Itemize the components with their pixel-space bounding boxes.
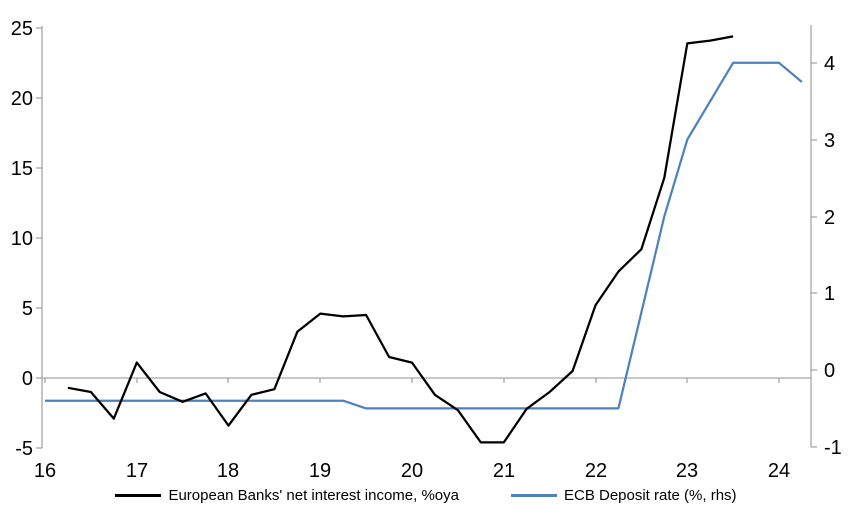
legend-label: ECB Deposit rate (%, rhs) (563, 487, 737, 504)
x-axis-tick-label: 19 (309, 460, 331, 482)
legend-label: European Banks' net interest income, %oy… (168, 487, 459, 504)
right-axis-tick-label: 3 (824, 130, 835, 152)
net-interest-income-line (67, 35, 734, 444)
right-axis-tick-label: 4 (824, 53, 835, 75)
right-axis-tick-label: -1 (824, 437, 842, 459)
x-axis-labels: 16 17 18 19 20 21 22 23 24 (34, 460, 790, 482)
right-axis-ticks (811, 62, 817, 448)
legend-item-net-interest-income: European Banks' net interest income, %oy… (115, 487, 459, 504)
left-axis-ticks (36, 27, 42, 449)
x-axis-tick-label: 22 (585, 460, 607, 482)
x-axis-tick-label: 23 (676, 460, 698, 482)
x-axis-tick-label: 20 (401, 460, 423, 482)
legend-item-ecb-deposit-rate: ECB Deposit rate (%, rhs) (510, 487, 737, 504)
x-axis-tick-label: 21 (493, 460, 515, 482)
right-axis-tick-label: 0 (824, 360, 835, 382)
legend-line-swatch-blue (510, 494, 557, 497)
right-axis-tick-label: 1 (824, 283, 835, 305)
left-axis-tick-label: 10 (11, 228, 33, 250)
x-axis-ticks (44, 378, 780, 383)
legend-line-swatch-black (115, 494, 162, 497)
x-axis-tick-label: 18 (217, 460, 239, 482)
left-axis-labels: 25 20 15 10 5 0 -5 (11, 18, 33, 460)
x-axis-tick-label: 16 (34, 460, 56, 482)
right-axis-labels: 4 3 2 1 0 -1 (824, 53, 842, 459)
x-axis-tick-label: 24 (768, 460, 790, 482)
legend: European Banks' net interest income, %oy… (0, 487, 852, 504)
ecb-deposit-rate-line (45, 61, 803, 410)
left-axis-tick-label: 5 (22, 298, 33, 320)
left-axis-tick-label: 20 (11, 88, 33, 110)
left-axis-tick-label: 15 (11, 158, 33, 180)
right-axis-tick-label: 2 (824, 207, 835, 229)
x-axis-tick-label: 17 (126, 460, 148, 482)
left-axis-tick-label: 25 (11, 18, 33, 40)
left-axis-tick-label: -5 (15, 438, 33, 460)
left-axis-tick-label: 0 (22, 368, 33, 390)
